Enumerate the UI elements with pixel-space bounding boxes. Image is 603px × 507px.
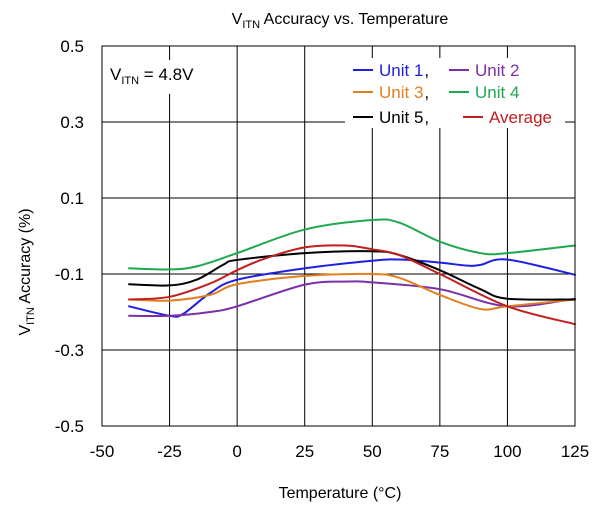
y-tick-label: -0.5 (55, 417, 84, 436)
x-tick-label: 125 (561, 442, 589, 461)
plot-frame (101, 45, 576, 427)
series-layer (128, 218, 576, 326)
series-line-unit-3 (128, 272, 576, 311)
series-line-unit-4 (128, 218, 576, 271)
legend-separator: , (424, 108, 429, 127)
y-tick-label: 0.5 (60, 37, 84, 56)
x-tick-label: 0 (232, 442, 241, 461)
legend-label: Unit 1 (379, 61, 423, 80)
series-line-average (128, 244, 576, 326)
legend-separator: , (424, 61, 429, 80)
legend: Unit 1, Unit 2 Unit 3, Unit 4 Unit 5, Average (353, 61, 552, 127)
x-tick-labels: -50 -25 0 25 50 75 100 125 (90, 442, 589, 461)
x-tick-label: 75 (430, 442, 449, 461)
legend-label: Unit 5 (379, 108, 423, 127)
y-tick-labels: -0.5 -0.3 -0.1 0.1 0.3 0.5 (55, 37, 84, 436)
x-tick-label: 50 (363, 442, 382, 461)
series-line-unit-5 (128, 250, 576, 301)
x-tick-label: 25 (295, 442, 314, 461)
legend-separator: , (424, 83, 429, 102)
y-axis-label: VITN Accuracy (%) (17, 208, 37, 335)
x-axis-label: Temperature (°C) (279, 485, 402, 502)
series-line-unit-2 (128, 280, 576, 318)
vitn-annotation: VITN = 4.8V (110, 65, 194, 87)
x-tick-label: -50 (90, 442, 115, 461)
series-line-unit-1 (128, 258, 576, 318)
annotation-bg (104, 60, 230, 94)
y-tick-label: 0.3 (60, 113, 84, 132)
x-tick-label: -25 (157, 442, 182, 461)
x-tick-label: 100 (493, 442, 521, 461)
legend-label: Unit 3 (379, 83, 423, 102)
legend-label: Unit 4 (475, 83, 519, 102)
chart-title: VITN Accuracy vs. Temperature (232, 11, 449, 31)
legend-label: Unit 2 (475, 61, 519, 80)
y-tick-label: 0.1 (60, 189, 84, 208)
y-tick-label: -0.1 (55, 265, 84, 284)
legend-label: Average (489, 108, 552, 127)
y-tick-label: -0.3 (55, 341, 84, 360)
